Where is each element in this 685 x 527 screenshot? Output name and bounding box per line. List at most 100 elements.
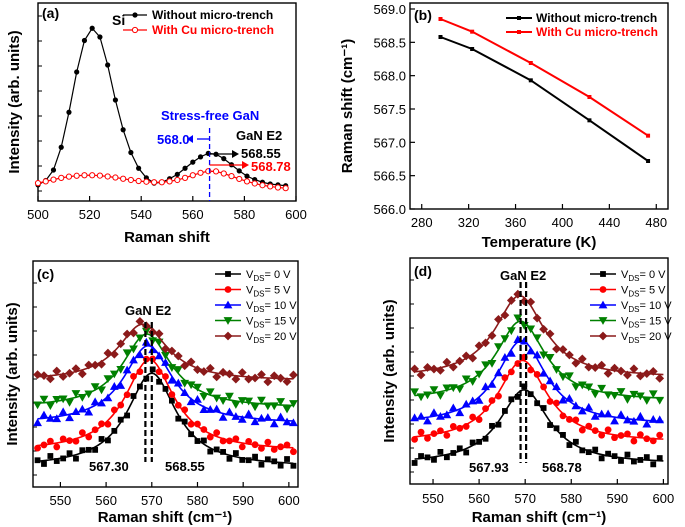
panel-b-series-0-point <box>646 159 651 163</box>
panel-c-series-2-point <box>263 413 273 421</box>
panel-c-series-3-point <box>225 392 234 401</box>
panel-d-ylabel: Intensity (arb. units) <box>381 299 398 442</box>
panel-c-series-2-point <box>231 412 241 420</box>
panel-d-series-2-point <box>416 411 426 420</box>
panel-a-legend-label-0: Without micro-trench <box>152 8 273 22</box>
panel-a-series-1-point <box>42 178 49 185</box>
panel-c-series-2-point <box>39 410 49 419</box>
panel-c-series-2-point <box>65 413 74 422</box>
panel-d-series-1-point <box>624 430 631 438</box>
panel-b-ytick-label: 566.0 <box>373 202 406 217</box>
panel-d-series-3-point <box>635 392 645 401</box>
panel-c-series-2-point <box>52 414 62 423</box>
panel-b-xtick-label: 440 <box>599 215 621 230</box>
panel-d-legend-marker-4 <box>598 331 608 341</box>
panel-c-series-3-point <box>250 403 260 412</box>
panel-a-series-0-point <box>136 165 142 171</box>
panel-c-series-4-point <box>218 367 228 377</box>
panel-d-series-3-point <box>436 392 445 400</box>
panel-c-series-1-point <box>181 406 189 414</box>
panel-c-series-0-point <box>111 427 118 434</box>
panel-d-series-0-point <box>624 451 631 458</box>
panel-d-series-3-point <box>429 386 439 395</box>
panel-d-series-4-point <box>565 350 574 360</box>
panel-c-series-3-point <box>193 383 202 392</box>
panel-d-xlabel: Raman shift (cm⁻¹) <box>472 509 607 526</box>
panel-d-legend-label-4: VDS= 20 V <box>621 331 672 345</box>
panel-a-series-0-point <box>182 165 188 171</box>
panel-d-xtick-label: 600 <box>653 491 675 506</box>
panel-d-series-4-point <box>597 360 607 370</box>
panel-c-series-1-point <box>283 441 291 449</box>
panel-c-series-4-point <box>263 377 273 387</box>
panel-c-series-3-point <box>65 398 74 407</box>
panel-d-series-2-point <box>629 416 639 425</box>
panel-d-series-1-point <box>585 422 593 430</box>
panel-c-series-4-point <box>269 371 279 381</box>
panel-d-series-4-point <box>603 369 613 378</box>
panel-a-series-1-point <box>212 168 220 175</box>
panel-d-series-1-point <box>437 427 444 435</box>
panel-a-series-1-point <box>143 178 150 185</box>
panel-c-xtick-label: 550 <box>50 493 72 508</box>
panel-c-series-3-point <box>84 390 94 399</box>
panel-c-legend-marker-2 <box>223 300 233 309</box>
panel-d-series-3-point <box>461 375 471 384</box>
panel-d-series-1-point <box>430 430 438 438</box>
panel-d-series-3-point <box>506 327 516 336</box>
panel-c-series-3-point <box>218 397 228 405</box>
panel-c-series-3-point <box>109 370 119 379</box>
panel-a-series-1-point <box>104 173 111 180</box>
panel-d-series-0-point <box>431 456 437 463</box>
panel-d-series-3-fit <box>414 320 664 399</box>
panel-d-series-0-point <box>553 425 560 432</box>
panel-c-series-2-point <box>33 418 42 427</box>
panel-c-series-0-point <box>117 416 124 423</box>
panel-c-series-2-point <box>154 351 164 360</box>
panel-a-xlabel: Raman shift <box>124 229 210 246</box>
panel-c-series-4-point <box>237 368 247 377</box>
panel-c-series-2-point <box>244 409 254 418</box>
panel-c-series-3-point <box>116 365 126 374</box>
panel-a-series-1-point <box>120 175 127 182</box>
panel-d-series-3-point <box>597 384 607 393</box>
panel-c-series-0-point <box>53 458 60 464</box>
panel-d-series-3-point <box>565 372 574 381</box>
panel-d-series-0-point <box>579 447 586 454</box>
panel-c-legend-label-3: VDS= 15 V <box>246 316 297 330</box>
panel-d-series-3-point <box>642 397 652 405</box>
panel-d-series-4-point <box>558 345 568 354</box>
panel-a-series-1-point <box>189 172 196 179</box>
panel-d-series-1-point <box>636 431 644 439</box>
panel-c-xtick-label: 600 <box>278 493 300 508</box>
panel-d-series-3-point <box>410 388 420 397</box>
panel-c-series-2-point <box>122 365 132 374</box>
panel-a-series-1-point <box>166 178 173 185</box>
panel-c-series-2-point <box>90 397 100 406</box>
panel-d-series-1-point <box>417 428 425 436</box>
panel-d-series-2-point <box>526 346 536 355</box>
panel-d-series-3-point <box>577 381 587 390</box>
panel-c-series-1-point <box>136 368 144 376</box>
panel-d-series-2-point <box>642 419 652 428</box>
panel-c-series-3-point <box>257 396 266 405</box>
panel-c-series-2-point <box>45 413 55 422</box>
panel-c-xtick-label: 560 <box>95 493 117 508</box>
arrowhead-with-trench <box>242 161 249 169</box>
panel-c-series-3-point <box>39 395 49 404</box>
panel-b-ytick-label: 569.0 <box>373 2 406 17</box>
panel-b-xtick-label: 360 <box>505 215 527 230</box>
panel-c-series-1-point <box>219 437 227 445</box>
panel-c-series-0-point <box>85 446 92 453</box>
panel-a-series-1-point <box>135 177 142 185</box>
panel-c-series-4-point <box>276 373 286 383</box>
panel-d-series-2-point <box>571 401 581 410</box>
panel-d-series-4-point <box>442 357 452 367</box>
panel-c-series-3-point <box>97 386 106 395</box>
panel-d-series-2-point <box>494 368 503 377</box>
panel-c-ylabel: Intensity (arb. units) <box>4 302 21 445</box>
panel-c-series-0-point <box>34 457 41 464</box>
panel-a-series-1-point <box>259 182 266 189</box>
panel-c-series-1-point <box>117 401 125 409</box>
panel-d-series-4-point <box>571 358 581 368</box>
